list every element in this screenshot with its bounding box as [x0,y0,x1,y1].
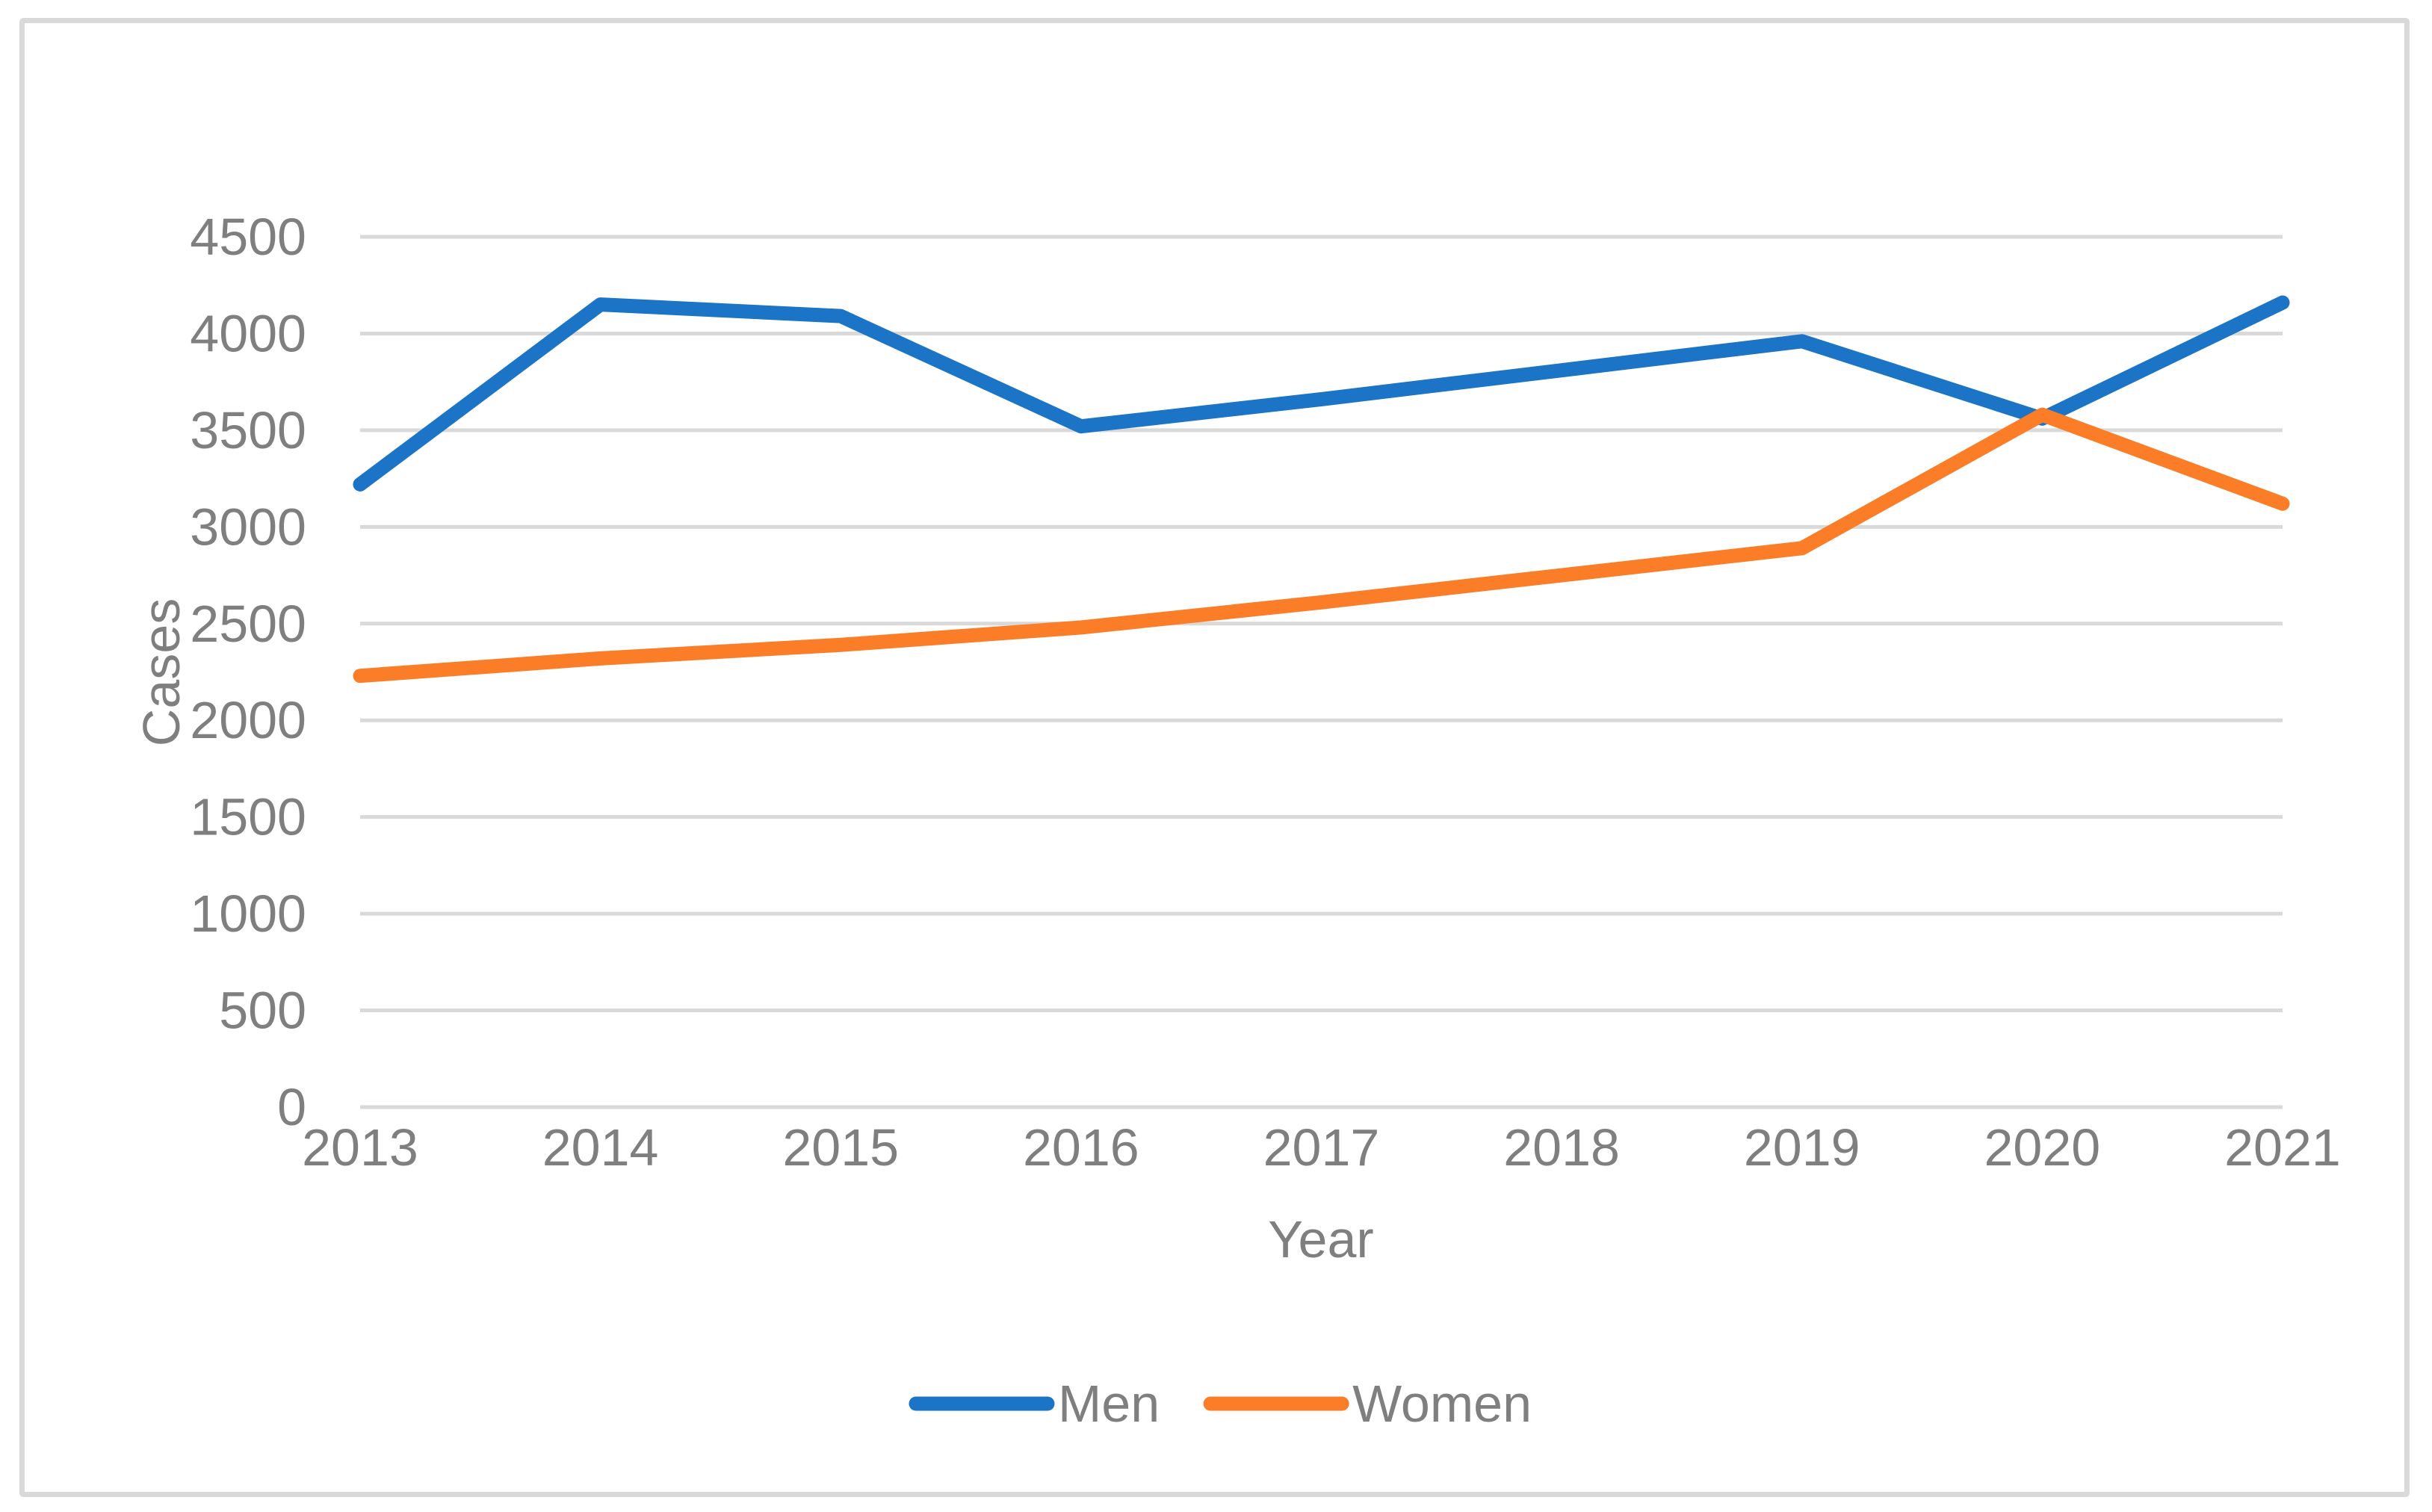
legend-women-label: Women [1352,1375,1532,1433]
chart-legend: Men Women [909,1375,1532,1433]
x-tick-label-2017: 2017 [1263,1118,1380,1177]
x-tick-label-2021: 2021 [2224,1118,2341,1177]
x-tick-label-2016: 2016 [1023,1118,1139,1177]
y-tick-label-3000: 3000 [190,498,306,556]
x-tick-label-2019: 2019 [1744,1118,1860,1177]
y-tick-label-3500: 3500 [190,401,306,459]
y-tick-label-2000: 2000 [190,691,306,749]
y-tick-label-4500: 4500 [190,208,306,266]
x-tick-label-2015: 2015 [782,1118,899,1177]
horizontal-gridlines [360,235,2283,1109]
legend-men-label: Men [1058,1375,1160,1433]
x-tick-label-2020: 2020 [1984,1118,2101,1177]
y-axis-title: Cases [132,598,191,746]
y-tick-label-4000: 4000 [190,304,306,362]
x-axis-title: Year [1268,1210,1373,1268]
y-tick-label-2500: 2500 [190,595,306,653]
legend-entry-women: Women [1203,1375,1532,1433]
x-tick-label-2014: 2014 [542,1118,659,1177]
y-tick-label-1000: 1000 [190,884,306,943]
men-series-line [353,295,2290,492]
y-tick-label-500: 500 [219,982,306,1040]
y-tick-label-0: 0 [277,1078,306,1136]
figure-border [19,18,2410,1497]
x-tick-label-2013: 2013 [302,1118,418,1177]
data-series-lines [353,295,2290,684]
women-series-line [353,407,2290,684]
x-axis-tick-labels: 2013 2014 2015 2016 2017 2018 2019 2020 2021 [302,1118,2341,1177]
y-axis-tick-labels: 0 500 1000 1500 2000 2500 3000 3500 4000 4500 [190,208,306,1136]
legend-entry-men: Men [909,1375,1160,1433]
y-tick-label-1500: 1500 [190,788,306,846]
x-tick-label-2018: 2018 [1503,1118,1620,1177]
